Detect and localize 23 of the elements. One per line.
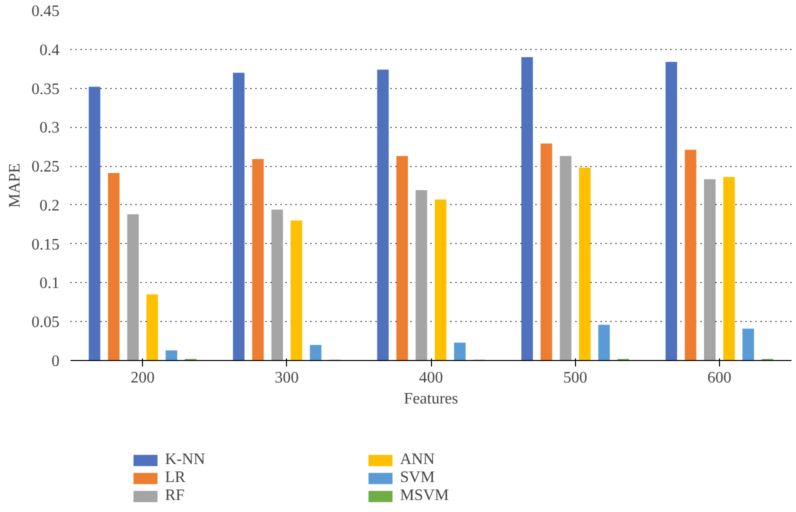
y-tick-label: 0.35: [32, 80, 60, 98]
legend-label: LR: [165, 469, 186, 487]
legend-label: MSVM: [400, 487, 450, 505]
x-axis-title: Features: [404, 390, 458, 408]
y-tick-label: 0.45: [32, 3, 60, 20]
x-tick-label: 400: [419, 370, 443, 386]
y-tick-label: 0.4: [40, 42, 60, 59]
legend-label: K-NN: [165, 451, 206, 469]
legend-label: RF: [165, 487, 186, 505]
x-tick-label: 200: [130, 370, 155, 386]
x-tick-label: 500: [563, 370, 588, 386]
y-tick-label: 0.1: [40, 275, 60, 292]
legend-label: SVM: [400, 469, 436, 487]
y-tick-label: 0: [52, 353, 60, 370]
y-tick-label: 0.3: [40, 120, 60, 137]
x-tick-label: 300: [274, 370, 299, 386]
y-axis-title: MAPE: [6, 163, 24, 208]
y-tick-label: 0.05: [32, 314, 60, 332]
y-tick-label: 0.25: [32, 158, 60, 176]
legend-label: ANN: [400, 451, 436, 469]
y-tick-label: 0.2: [40, 197, 60, 214]
x-tick-label: 600: [707, 370, 732, 386]
y-tick-label: 0.15: [32, 236, 60, 254]
